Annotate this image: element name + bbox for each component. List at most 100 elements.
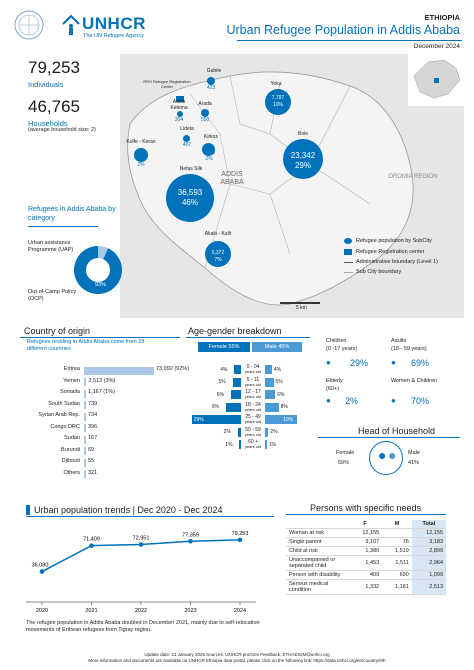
origin-bar [84, 435, 86, 444]
label-akaki: Akaki - Kalit [204, 231, 232, 237]
trend-value-label: 79,253 [232, 531, 249, 537]
male-bar [265, 415, 298, 424]
adults-pct: 69% [411, 358, 430, 368]
psn-value-cell: 409 [348, 570, 383, 580]
origin-value-label: 73,092 (92%) [156, 366, 190, 372]
hoh-circle [369, 441, 403, 475]
bubble-bole [283, 139, 323, 179]
origin-note: Refugees residing in Addis Ababa come fr… [27, 339, 145, 352]
origin-value-label: 167 [88, 435, 98, 441]
psn-need-label: Woman at risk [286, 528, 348, 538]
hoh-divider [318, 437, 460, 438]
male-bar [265, 427, 269, 437]
origin-bar [84, 470, 86, 478]
x-tick-label: 2024 [234, 608, 246, 614]
male-pct-label: 6% [277, 391, 285, 398]
psn-value-cell: 2,964 [411, 555, 446, 571]
trend-value-label: 71,409 [83, 537, 100, 543]
psn-need-label: Child at risk [286, 546, 348, 556]
value-arada: 550 [200, 117, 210, 123]
label-arada: Arada [198, 101, 212, 107]
households-label: Households [28, 119, 68, 128]
label-gulele: Gulele [206, 68, 222, 74]
ocp-label: Out-of-Camp Policy (OCP) [28, 289, 76, 302]
org-tagline: The UN Refugee Agency [83, 33, 144, 39]
family-shelter-icon [62, 14, 80, 35]
psn-value-cell: 1,511 [382, 555, 412, 571]
origin-bar [84, 378, 87, 386]
psn-row: Single parent 3,107 76 3,183 [286, 537, 446, 547]
households-note: (average household size: 2) [28, 127, 96, 133]
label-yeka: Yeka [270, 81, 282, 87]
age-group-label: 25 - 49 [245, 414, 261, 420]
children-label: Children [326, 338, 347, 344]
female-pct-label: 5% [218, 379, 226, 385]
male-pct-label: 2% [270, 429, 278, 435]
x-tick-label: 2021 [85, 608, 97, 614]
trend-title-marker [26, 505, 30, 515]
origin-bar [84, 412, 86, 421]
category-donut [74, 246, 123, 294]
trend-point [138, 542, 144, 547]
psn-row: Child at risk 1,380 1,519 2,899 [286, 546, 446, 556]
hoh-female-icon: ● [378, 447, 387, 463]
bubble-akaki [205, 241, 231, 267]
category-divider [28, 226, 98, 227]
origin-divider [20, 337, 180, 338]
value-kolfe: 1,943 [134, 155, 148, 161]
label-bole: Bole [297, 131, 308, 137]
age-group-label: 0 - 04 [246, 364, 260, 370]
footer-line-1: Update date: 21 January 2025 Sources: UN… [144, 652, 330, 657]
male-header: Male 45% [252, 342, 302, 352]
origin-country-name: Syrian Arab Rep. [38, 412, 80, 418]
psn-value-cell: 76 [382, 537, 412, 547]
children-pct: 29% [350, 358, 369, 368]
psn-value-cell: 2,513 [411, 579, 446, 595]
origin-bar [84, 447, 86, 455]
female-pct-label: 6% [216, 391, 225, 398]
individuals-value: 79,253 [28, 58, 80, 77]
female-header: Female 55% [198, 342, 250, 352]
uap-label: Urban assistance Programme (UAP) [28, 240, 74, 253]
legend-subcity-line-icon [344, 272, 353, 273]
age-group-label: 5 - 11 [246, 376, 260, 383]
value-gulele: 423 [206, 85, 216, 91]
age-group-unit: years old [244, 406, 262, 412]
psn-value-cell: 3,183 [411, 537, 446, 547]
age-group-unit: years old [244, 394, 262, 399]
x-tick-label: 2023 [184, 608, 196, 614]
women-children-label: Women & Children [391, 378, 438, 384]
female-bar [239, 440, 241, 449]
unhcr-logo [4, 8, 54, 46]
adults-sub: (18 - 59 years) [391, 346, 427, 352]
footer-line-2: More information and documents are avail… [88, 658, 386, 663]
page-title: Urban Refugee Population in Addis Ababa [226, 23, 460, 37]
psn-header-cell: Total [411, 520, 446, 529]
legend-bubble-icon [344, 238, 352, 244]
legend-item-admin: Administrative boundary (Level 1) [356, 259, 438, 265]
bubble-nefas-silk [166, 174, 214, 222]
psn-header-row: F M Total [286, 520, 446, 529]
pct-yeka: 10% [272, 102, 283, 108]
bubble-lideta [183, 135, 190, 142]
age-group-label: 50 - 59 [245, 426, 261, 433]
female-bar [237, 427, 241, 437]
women-children-pct: 70% [411, 396, 430, 406]
age-group-unit: years old [244, 444, 262, 449]
donut-hole [86, 258, 110, 282]
hoh-female-pct: 59% [338, 460, 350, 466]
origin-country-name: Sudan [64, 435, 80, 441]
origin-country-name: Congo DRC [50, 423, 80, 430]
male-bar [265, 377, 274, 387]
trend-point [39, 569, 45, 574]
label-kirkos: Kirkos [204, 134, 218, 140]
male-bar [265, 402, 279, 412]
country-label: ETHIOPIA [424, 13, 460, 22]
scale-bar [280, 302, 320, 304]
psn-value-cell: 12,155 [348, 528, 383, 538]
value-nefas-silk: 36,593 [177, 188, 203, 197]
bubble-gulele [207, 77, 215, 85]
age-group-unit: years old [244, 431, 262, 437]
psn-value-cell: 12,155 [411, 528, 446, 538]
adult-icon: ● [391, 358, 396, 367]
